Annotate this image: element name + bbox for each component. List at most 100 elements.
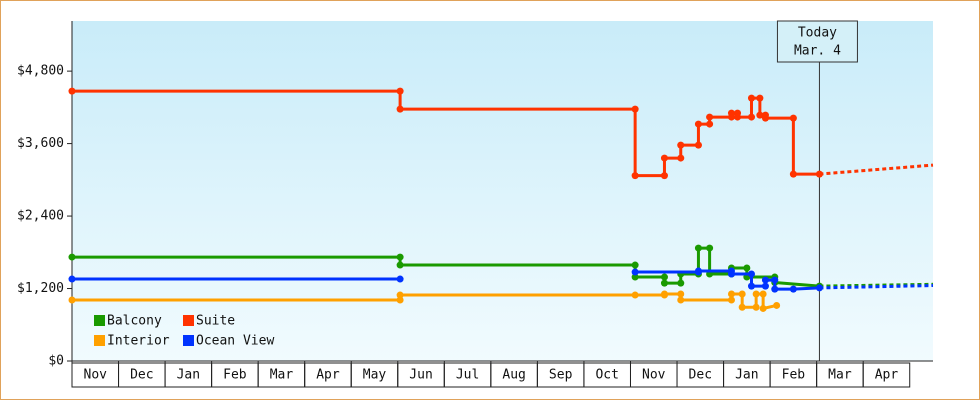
- point: [631, 291, 639, 299]
- x-tick-label: Nov: [84, 368, 108, 383]
- point: [771, 276, 779, 284]
- point: [759, 304, 767, 312]
- x-tick-box: [164, 362, 213, 388]
- point: [771, 285, 779, 293]
- y-tick-label: $3,600: [17, 136, 64, 151]
- x-tick-box: [536, 362, 585, 388]
- point: [747, 113, 755, 121]
- point: [68, 87, 76, 95]
- point: [773, 301, 781, 309]
- y-tick-label: $4,800: [17, 64, 64, 79]
- point: [677, 154, 685, 162]
- point: [752, 303, 760, 311]
- point: [743, 264, 751, 272]
- point: [68, 296, 76, 304]
- point: [756, 94, 764, 102]
- point: [752, 290, 760, 298]
- x-tick-label: Apr: [316, 368, 340, 383]
- y-tick-label: $2,400: [17, 209, 64, 224]
- x-tick-label: Jul: [456, 368, 479, 383]
- point: [761, 276, 769, 284]
- point: [789, 114, 797, 122]
- forecast-line: [819, 163, 934, 176]
- x-tick-box: [862, 362, 911, 388]
- point: [631, 105, 639, 113]
- point: [631, 273, 639, 281]
- point: [677, 296, 685, 304]
- point: [396, 253, 404, 261]
- x-tick-box: [257, 362, 306, 388]
- x-tick-label: Dec: [130, 368, 153, 383]
- point: [660, 273, 668, 281]
- point: [706, 120, 714, 128]
- forecast-line: [819, 284, 934, 290]
- point: [706, 113, 714, 121]
- point: [68, 275, 76, 283]
- legend-swatch: [183, 315, 194, 326]
- point: [396, 275, 404, 283]
- point: [396, 105, 404, 113]
- x-tick-label: May: [363, 368, 387, 383]
- point: [789, 285, 797, 293]
- x-tick-label: Feb: [223, 368, 247, 383]
- x-tick-box: [397, 362, 445, 388]
- legend-label: Ocean View: [196, 334, 274, 349]
- point: [759, 290, 767, 298]
- point: [747, 282, 755, 290]
- legend-label: Balcony: [107, 314, 162, 329]
- x-tick-label: Feb: [782, 368, 806, 383]
- point: [677, 279, 685, 287]
- point: [815, 284, 823, 292]
- point: [660, 290, 668, 298]
- point: [761, 114, 769, 122]
- plot-area: [72, 21, 933, 361]
- point: [694, 267, 702, 275]
- point: [727, 270, 735, 278]
- x-tick-label: Sep: [549, 368, 573, 383]
- point: [706, 244, 714, 252]
- point: [738, 290, 746, 298]
- legend-swatch: [183, 335, 194, 346]
- x-tick-label: Apr: [875, 368, 899, 383]
- x-tick-box: [118, 362, 166, 388]
- x-tick-label: Mar: [270, 368, 294, 383]
- point: [789, 170, 797, 178]
- point: [660, 154, 668, 162]
- point: [694, 244, 702, 252]
- legend-label: Suite: [196, 314, 235, 329]
- y-tick-label: $0: [48, 354, 64, 369]
- point: [631, 172, 639, 180]
- point: [396, 296, 404, 304]
- x-tick-label: Jan: [177, 368, 200, 383]
- x-tick-box: [443, 362, 492, 388]
- point: [694, 141, 702, 149]
- point: [68, 253, 76, 261]
- point: [727, 290, 735, 298]
- point: [747, 94, 755, 102]
- point: [631, 261, 639, 269]
- point: [761, 282, 769, 290]
- x-tick-label: Aug: [502, 368, 525, 383]
- x-tick-label: Dec: [689, 368, 712, 383]
- point: [660, 279, 668, 287]
- point: [396, 261, 404, 269]
- x-tick-label: Jan: [735, 368, 758, 383]
- point: [660, 172, 668, 180]
- point: [815, 170, 823, 178]
- point: [677, 290, 685, 298]
- x-tick-box: [723, 362, 771, 388]
- legend-swatch: [94, 335, 105, 346]
- point: [396, 291, 404, 299]
- point: [694, 120, 702, 128]
- x-tick-label: Oct: [595, 368, 618, 383]
- x-tick-label: Jun: [409, 368, 432, 383]
- x-tick-label: Nov: [642, 368, 666, 383]
- legend-swatch: [94, 315, 105, 326]
- x-tick-label: Mar: [828, 368, 852, 383]
- point: [734, 113, 742, 121]
- x-tick-box: [304, 362, 352, 388]
- x-tick-box: [676, 362, 725, 388]
- point: [747, 270, 755, 278]
- today-box: [776, 20, 858, 63]
